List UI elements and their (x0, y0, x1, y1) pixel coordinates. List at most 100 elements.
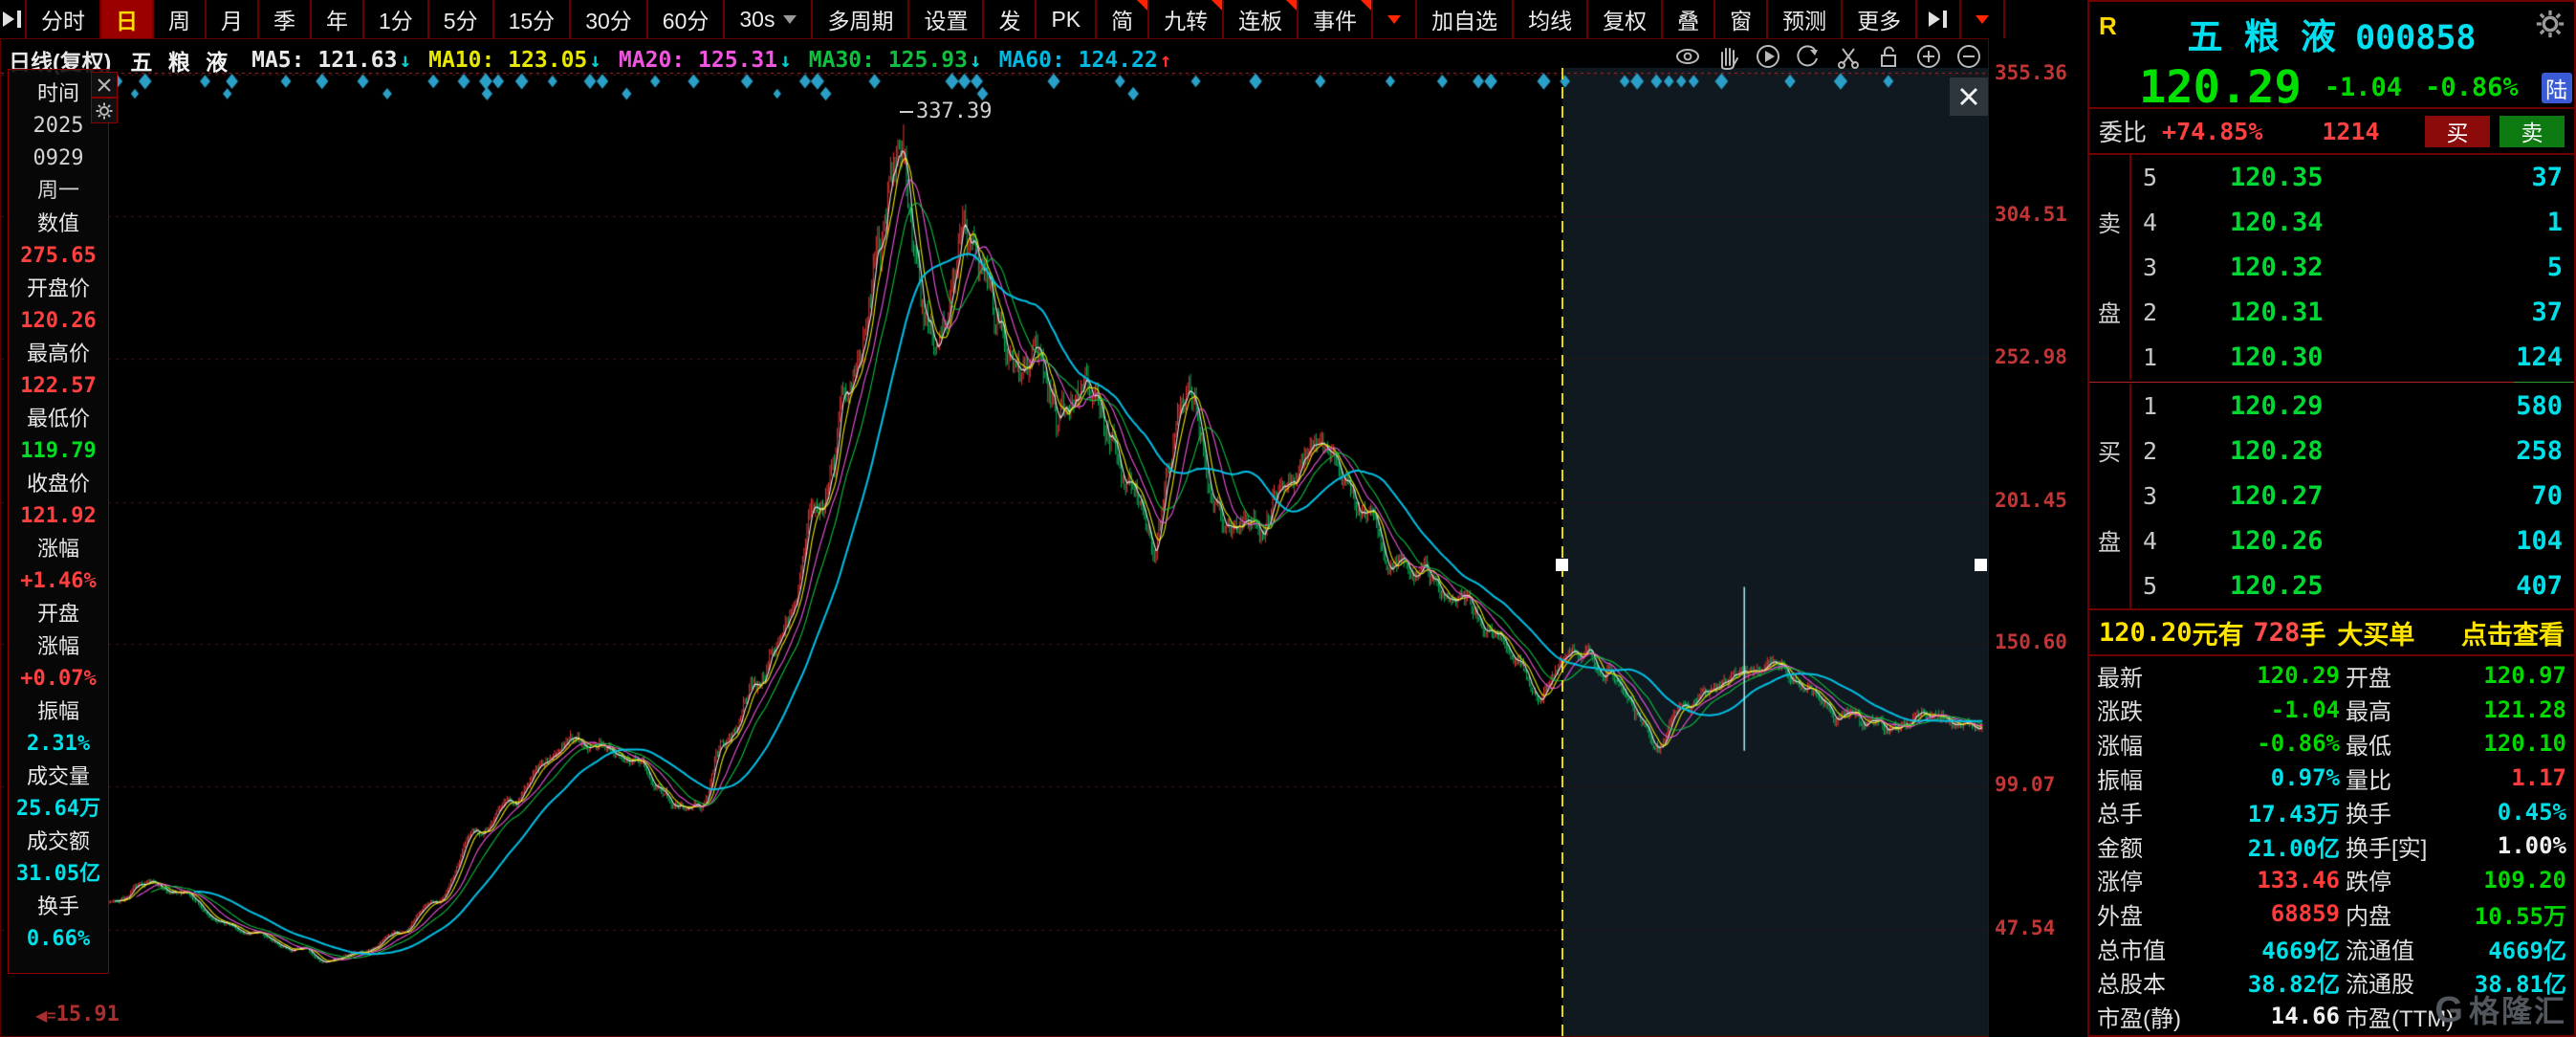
big-order-ticker[interactable]: 120.20 元有 728 手 大买单 点击查看 (2089, 608, 2574, 657)
info-value: 120.26 (20, 309, 97, 333)
ask-level-2[interactable]: 2 120.31 37 (2131, 290, 2574, 335)
toolbar-button-连板[interactable]: 连板 (1224, 0, 1299, 38)
toolbar-button-窗[interactable]: 窗 (1715, 0, 1769, 38)
eye-icon[interactable] (1674, 43, 1701, 70)
stats-row: 涨跌 -1.04 最高 121.28 (2097, 693, 2566, 727)
stat-value: 0.97% (2270, 764, 2340, 792)
info-value: 2025 (33, 114, 84, 138)
toolbar-button-叠[interactable]: 叠 (1663, 0, 1716, 38)
collapse-left-icon[interactable] (0, 0, 27, 38)
toolbar-button-发[interactable]: 发 (984, 0, 1037, 38)
selection-divider[interactable] (1561, 68, 1563, 1036)
period-tab-多周期[interactable]: 多周期 (813, 0, 910, 38)
watermark-logo: G 格隆汇 (2434, 990, 2566, 1030)
ticker-price: 120.20 (2099, 617, 2193, 648)
level-number: 3 (2143, 482, 2158, 511)
last-price: 120.29 (2139, 61, 2302, 114)
bid-level-2[interactable]: 2 120.28 258 (2131, 429, 2574, 474)
stat-label: 流通股 (2346, 972, 2414, 999)
scissors-icon[interactable] (1835, 43, 1862, 70)
quote-gear-icon[interactable] (2536, 10, 2565, 38)
collapse-right-icon[interactable] (1917, 0, 1962, 38)
bid-level-5[interactable]: 5 120.25 407 (2131, 563, 2574, 608)
bid-level-3[interactable]: 3 120.27 70 (2131, 474, 2574, 518)
top-toolbar: 分时日周月季年 1分 5分 15分 30分 60分 30s 多周期 设置 发 PK 简九转 连板 事件 加… (0, 0, 2087, 38)
period-tab-日[interactable]: 日 (101, 0, 154, 38)
stat-label: 市盈(TTM) (2346, 1005, 2455, 1032)
period-tab-分时[interactable]: 分时 (27, 0, 101, 38)
period-tab-设置[interactable]: 设置 (909, 0, 985, 38)
bid-level-1[interactable]: 1 120.29 580 (2131, 384, 2574, 429)
period-tab-30分[interactable]: 30分 (571, 0, 648, 38)
toolbar-button-加自选[interactable]: 加自选 (1417, 0, 1515, 38)
period-tab-季[interactable]: 季 (259, 0, 312, 38)
toolbar-button-PK[interactable]: PK (1037, 0, 1098, 38)
y-axis-label: 99.07 (1995, 773, 2056, 797)
stat-value: 17.43万 (2247, 801, 2340, 828)
hand-icon[interactable] (1714, 43, 1741, 70)
zoom-out-icon[interactable] (1955, 43, 1982, 70)
info-box-close-button[interactable] (91, 72, 118, 98)
peak-tick (900, 111, 913, 114)
undo-icon[interactable] (1795, 43, 1822, 70)
toolbar-button-事件[interactable]: 事件 (1299, 0, 1374, 38)
info-label: 换手 (36, 894, 79, 918)
selection-left-handle[interactable] (1556, 559, 1568, 571)
ask-level-4[interactable]: 4 120.34 1 (2131, 200, 2574, 245)
y-axis-label: 47.54 (1995, 916, 2056, 939)
info-label: 开盘价 (26, 276, 90, 300)
toolbar-button-简[interactable]: 简 (1097, 0, 1150, 38)
info-box-gear-icon[interactable] (91, 98, 118, 123)
crosshair-info-box[interactable]: 时间 2025 0929 周一 数值 275.65 开盘价 120.26 最高价 122.57 最低… (8, 69, 109, 974)
period-tab-年[interactable]: 年 (312, 0, 364, 38)
stat-value: 38.82亿 (2247, 971, 2340, 999)
toolbar-button-预测[interactable]: 预测 (1768, 0, 1844, 38)
level-number: 5 (2143, 164, 2158, 191)
arrow-down-icon: ↓ (589, 49, 601, 72)
stat-value: -1.04 (2270, 695, 2340, 723)
period-tab-60分[interactable]: 60分 (648, 0, 726, 38)
toolbar-button-九转[interactable]: 九转 (1149, 0, 1225, 38)
ask-level-5[interactable]: 5 120.35 37 (2131, 155, 2574, 200)
new-badge (1286, 0, 1298, 11)
stat-value: 21.00亿 (2247, 834, 2340, 862)
period-tab-1分[interactable]: 1分 (364, 0, 429, 38)
kline-canvas[interactable] (1, 68, 1988, 1036)
info-value: 0.66% (26, 927, 91, 951)
info-value: +0.07% (20, 667, 97, 691)
level-price: 120.32 (2229, 253, 2324, 282)
period-tab-周[interactable]: 周 (154, 0, 207, 38)
toolbar-button-更多[interactable]: 更多 (1843, 0, 1918, 38)
ask-level-3[interactable]: 3 120.32 5 (2131, 245, 2574, 290)
level-volume: 580 (2516, 391, 2563, 422)
bid-level-4[interactable]: 4 120.26 104 (2131, 518, 2574, 563)
period-tab-15分[interactable]: 15分 (494, 0, 572, 38)
selection-right-handle[interactable] (1975, 559, 1987, 571)
stat-value: 10.55万 (2474, 902, 2566, 930)
toolbar-button-复权[interactable]: 复权 (1588, 0, 1664, 38)
level-volume: 37 (2531, 163, 2563, 192)
y-axis-label: 150.60 (1995, 629, 2067, 653)
stat-label: 内盘 (2346, 903, 2391, 930)
stat-label: 市盈(静) (2097, 1005, 2181, 1032)
play-icon[interactable] (1755, 43, 1781, 70)
dropdown-caret-icon[interactable] (1373, 0, 1418, 38)
ticker-qty: 728 (2253, 617, 2301, 648)
dropdown-caret-icon[interactable] (1961, 0, 2006, 38)
period-tab-5分[interactable]: 5分 (429, 0, 494, 38)
ask-level-1[interactable]: 1 120.30 124 (2131, 335, 2574, 380)
period-tab-月[interactable]: 月 (207, 0, 259, 38)
bid-book: 买盘 1 120.29 580 2 120.28 258 3 120.27 70 4 120.26 1… (2089, 384, 2574, 609)
selection-close-button[interactable] (1950, 77, 1988, 116)
zoom-in-icon[interactable] (1915, 43, 1942, 70)
period-tab-30s[interactable]: 30s (725, 0, 814, 38)
info-label: 涨幅 (36, 537, 79, 561)
ticker-view-link[interactable]: 点击查看 (2461, 620, 2565, 650)
lock-icon[interactable] (1875, 43, 1902, 70)
sell-button[interactable]: 卖 (2500, 115, 2565, 147)
min-price-annotation: ◀=15.91 (35, 1003, 120, 1026)
buy-button[interactable]: 买 (2425, 115, 2490, 147)
level-volume: 37 (2531, 298, 2563, 327)
toolbar-button-均线[interactable]: 均线 (1514, 0, 1589, 38)
info-label: 振幅 (36, 699, 79, 723)
